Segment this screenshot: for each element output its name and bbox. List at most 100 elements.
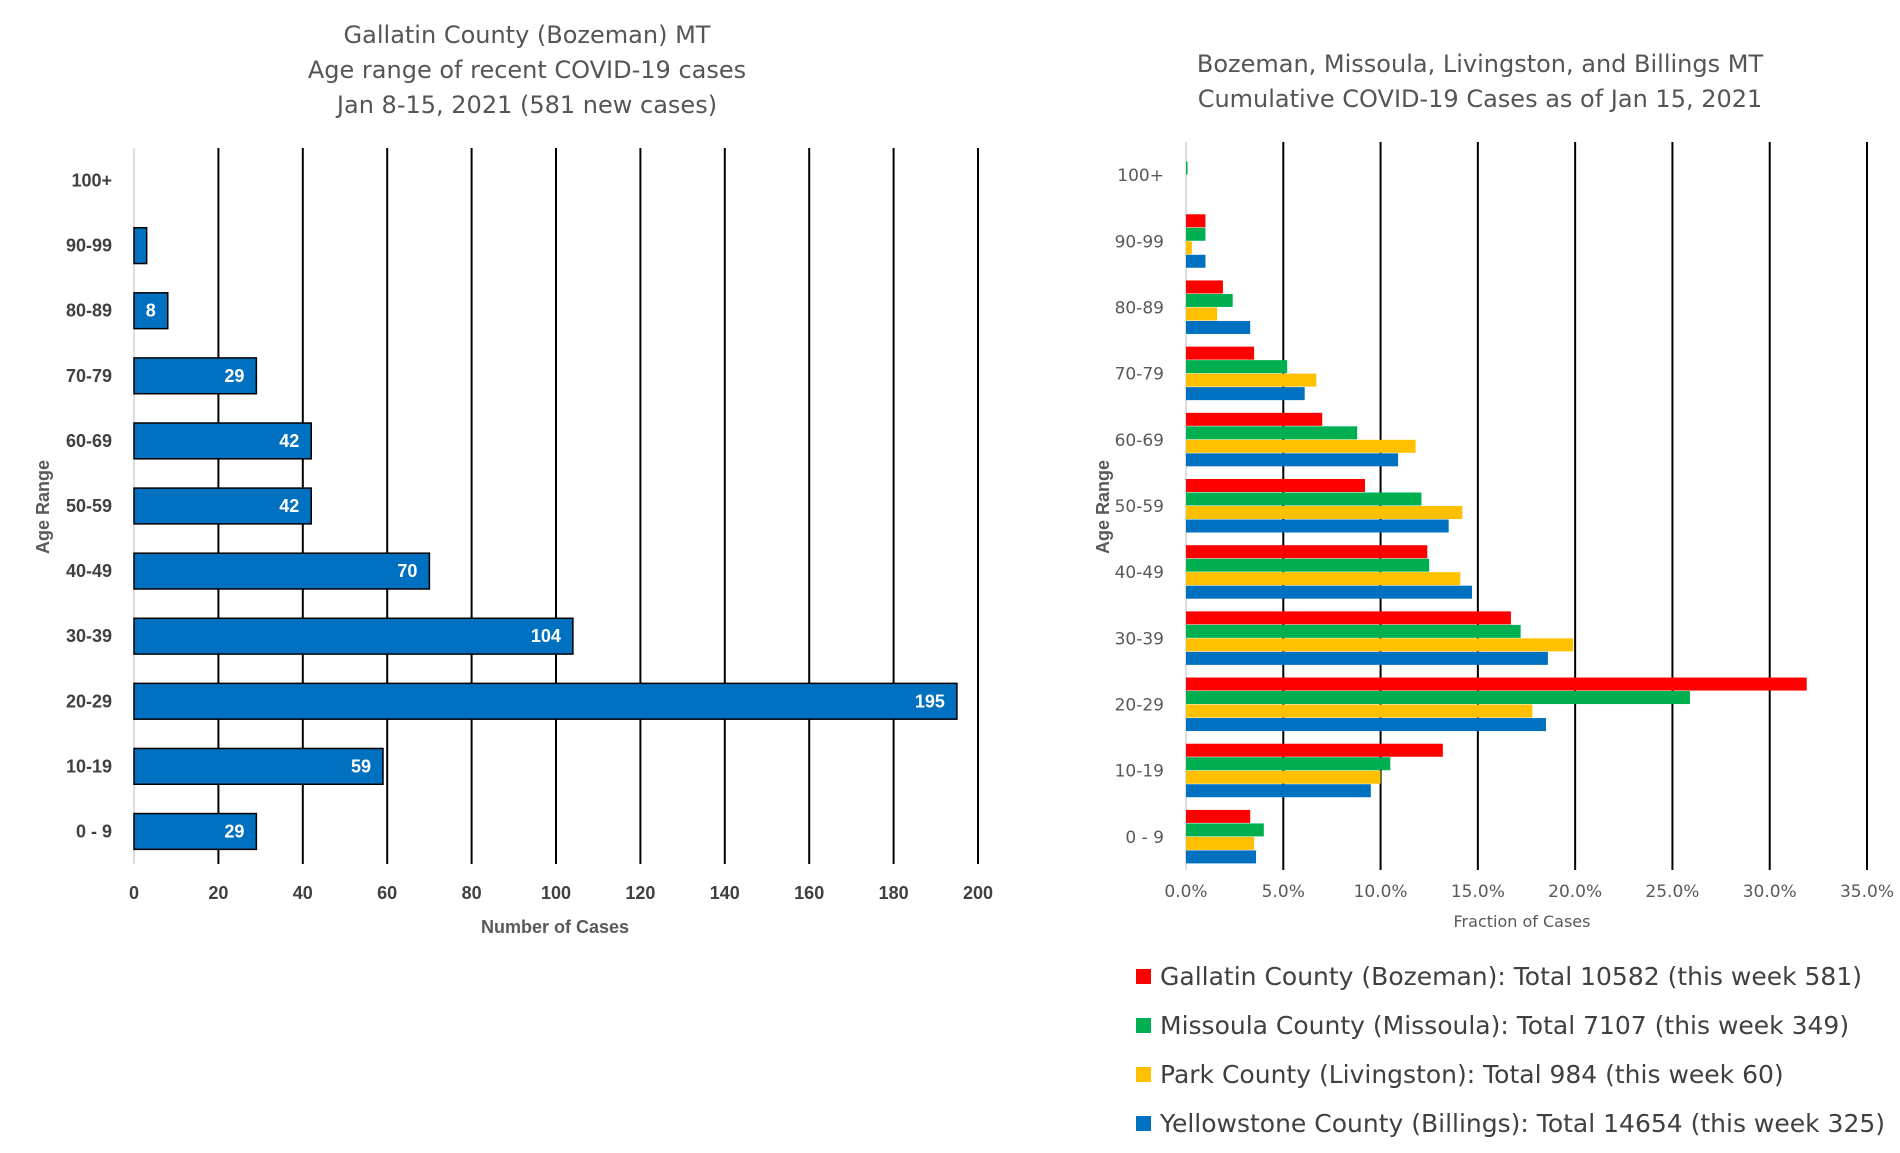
- right-x-tick-label: 15.0%: [1451, 882, 1505, 902]
- right-y-tick-label: 70-79: [1115, 365, 1164, 385]
- right-bar-s0-90-99: [1186, 214, 1206, 228]
- left-y-tick-label: 50-59: [66, 496, 112, 516]
- right-x-tick-label: 25.0%: [1645, 882, 1699, 902]
- right-bar-s2-30-39: [1186, 638, 1574, 652]
- left-data-label: 42: [279, 431, 299, 451]
- right-bar-s1-30-39: [1186, 624, 1521, 638]
- left-x-tick-label: 20: [208, 883, 228, 903]
- right-bar-s2-40-49: [1186, 572, 1461, 586]
- legend-swatch-1: [1136, 1018, 1151, 1033]
- right-bar-s0-40-49: [1186, 545, 1428, 559]
- right-bar-s3-20-29: [1186, 718, 1546, 732]
- legend-entry-0: Gallatin County (Bozeman): Total 10582 (…: [1160, 962, 1862, 991]
- right-y-tick-label: 0 - 9: [1125, 828, 1164, 848]
- right-bar-s0-0-9: [1186, 809, 1251, 823]
- right-bar-s1-70-79: [1186, 360, 1288, 374]
- right-x-tick-label: 5.0%: [1262, 882, 1305, 902]
- left-chart-title-line-1: Gallatin County (Bozeman) MT: [344, 21, 711, 49]
- right-bar-s3-10-19: [1186, 784, 1371, 798]
- right-y-tick-label: 50-59: [1115, 497, 1164, 517]
- right-bar-s3-30-39: [1186, 651, 1548, 665]
- right-bar-s0-10-19: [1186, 743, 1443, 757]
- left-bar-50-59: [133, 487, 312, 525]
- right-chart-legend: Gallatin County (Bozeman): Total 10582 (…: [1136, 962, 1885, 1138]
- left-bar-0-9: [133, 812, 258, 851]
- right-bar-s2-90-99: [1186, 241, 1192, 255]
- legend-swatch-2: [1136, 1067, 1151, 1082]
- left-chart-gridlines: [133, 148, 979, 864]
- right-bar-s1-0-9: [1186, 823, 1264, 837]
- right-bar-s1-20-29: [1186, 691, 1690, 705]
- left-bar-40-49: [133, 552, 431, 590]
- left-bar-60-69: [133, 422, 312, 460]
- right-chart: Bozeman, Missoula, Livingston, and Billi…: [1093, 50, 1894, 1138]
- right-bar-s2-80-89: [1186, 307, 1218, 321]
- left-data-label: 70: [397, 561, 417, 581]
- left-y-tick-label: 0 - 9: [76, 821, 112, 841]
- left-x-tick-label: 60: [377, 883, 397, 903]
- left-data-label: 195: [915, 691, 945, 711]
- left-x-tick-label: 120: [625, 883, 655, 903]
- right-x-tick-label: 35.0%: [1840, 882, 1894, 902]
- right-bar-s2-20-29: [1186, 704, 1533, 718]
- left-chart-y-axis-title: Age Range: [33, 460, 53, 554]
- right-bar-s1-80-89: [1186, 293, 1233, 307]
- left-y-tick-label: 70-79: [66, 366, 112, 386]
- right-bar-s0-50-59: [1186, 479, 1366, 492]
- left-bar-70-79: [133, 357, 258, 395]
- right-chart-title-line-1: Bozeman, Missoula, Livingston, and Billi…: [1197, 50, 1764, 78]
- left-x-tick-label: 80: [462, 883, 482, 903]
- left-data-label: 8: [146, 301, 156, 321]
- right-bar-s2-70-79: [1186, 373, 1317, 387]
- left-x-tick-label: 140: [710, 883, 740, 903]
- left-data-label: 104: [531, 626, 561, 646]
- right-bar-s3-60-69: [1186, 453, 1399, 467]
- left-bar-20-29: [133, 682, 958, 720]
- right-y-tick-label: 10-19: [1115, 762, 1164, 782]
- left-chart-title-line-2: Age range of recent COVID-19 cases: [308, 56, 746, 84]
- left-x-tick-label: 100: [541, 883, 571, 903]
- right-bar-s3-80-89: [1186, 320, 1251, 334]
- left-chart-y-tick-labels: 0 - 9 10-19 20-29 30-39 40-49 50-59 60-69 70-79…: [66, 171, 112, 842]
- left-chart-title-line-3: Jan 8-15, 2021 (581 new cases): [335, 91, 717, 119]
- left-data-label: 29: [224, 366, 244, 386]
- right-y-tick-label: 80-89: [1115, 298, 1164, 318]
- right-bar-s1-40-49: [1186, 558, 1430, 572]
- legend-entry-2: Park County (Livingston): Total 984 (thi…: [1160, 1060, 1784, 1089]
- right-bar-s1-90-99: [1186, 227, 1206, 241]
- left-x-tick-label: 0: [129, 883, 139, 903]
- left-bar-30-39: [133, 617, 574, 655]
- left-x-tick-label: 200: [963, 883, 993, 903]
- right-bar-s2-0-9: [1186, 836, 1255, 850]
- right-bar-s1-10-19: [1186, 757, 1391, 771]
- right-y-tick-label: 30-39: [1115, 629, 1164, 649]
- left-y-tick-label: 40-49: [66, 561, 112, 581]
- right-chart-y-axis-title: Age Range: [1093, 460, 1113, 554]
- right-bar-s3-70-79: [1186, 387, 1305, 401]
- left-x-tick-label: 40: [293, 883, 313, 903]
- left-y-tick-label: 90-99: [66, 236, 112, 256]
- right-chart-title-line-2: Cumulative COVID-19 Cases as of Jan 15, …: [1198, 85, 1763, 113]
- right-y-tick-label: 20-29: [1115, 696, 1164, 716]
- right-y-tick-label: 90-99: [1115, 232, 1164, 252]
- right-bar-s2-10-19: [1186, 770, 1381, 784]
- right-bar-s0-20-29: [1186, 677, 1807, 691]
- right-bar-s2-60-69: [1186, 439, 1416, 453]
- left-y-tick-label: 30-39: [66, 626, 112, 646]
- left-data-label: 42: [279, 496, 299, 516]
- left-y-tick-label: 80-89: [66, 301, 112, 321]
- left-x-tick-label: 160: [794, 883, 824, 903]
- right-bar-s1-100+: [1186, 161, 1188, 175]
- legend-entry-1: Missoula County (Missoula): Total 7107 (…: [1160, 1011, 1849, 1040]
- left-y-tick-label: 20-29: [66, 691, 112, 711]
- right-bar-s2-50-59: [1186, 506, 1463, 519]
- left-data-label: 29: [224, 821, 244, 841]
- left-chart-x-tick-labels: 0 20 40 60 80 100 120 140 160 180 200: [129, 883, 993, 903]
- right-bar-s0-30-39: [1186, 611, 1511, 625]
- left-x-tick-label: 180: [879, 883, 909, 903]
- left-y-tick-label: 10-19: [66, 756, 112, 776]
- left-y-tick-label: 100+: [71, 171, 112, 191]
- right-chart-x-tick-labels: 0.0% 5.0% 10.0% 15.0% 20.0% 25.0% 30.0% 35.0%: [1164, 882, 1894, 902]
- right-bar-s0-70-79: [1186, 346, 1255, 360]
- right-x-tick-label: 20.0%: [1548, 882, 1602, 902]
